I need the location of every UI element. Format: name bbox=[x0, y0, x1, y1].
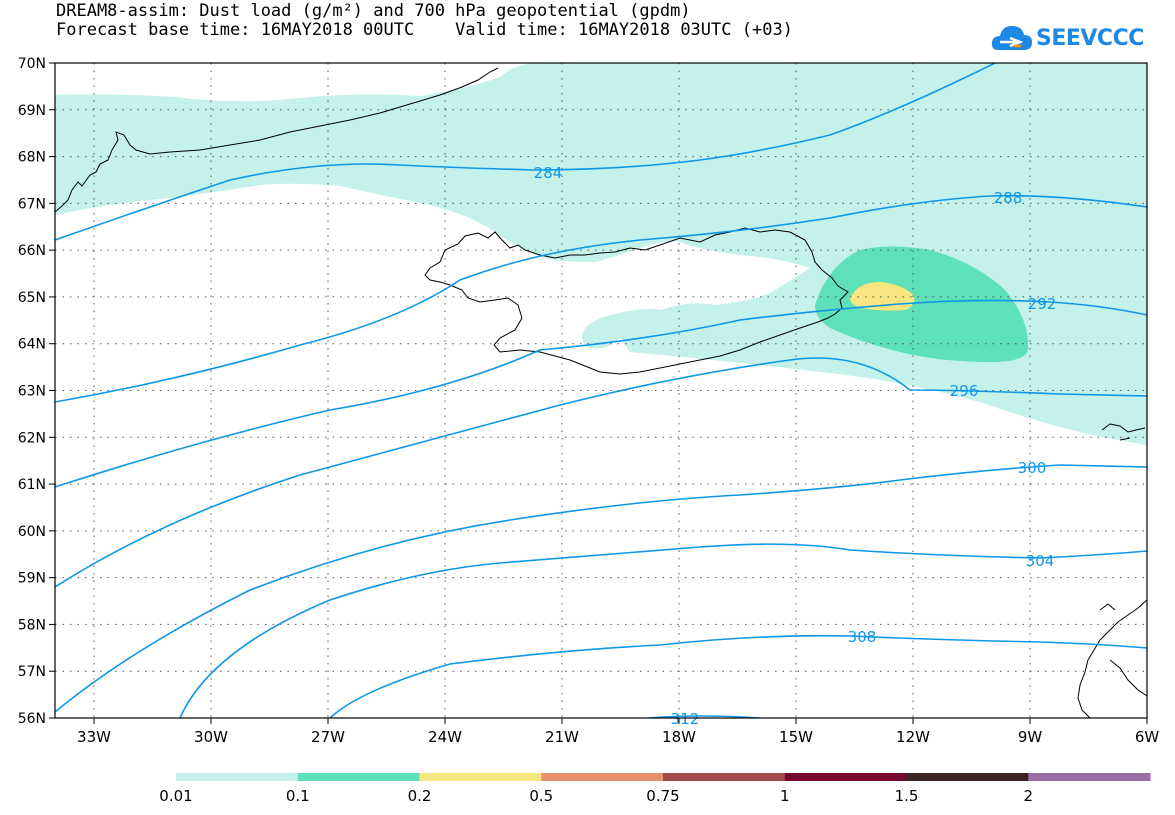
dust-shading bbox=[55, 63, 1147, 445]
lon-tick-label: 18W bbox=[662, 728, 696, 746]
colorbar: 0.01 0.1 0.2 0.5 0.75 1 1.5 2 bbox=[159, 773, 1151, 805]
colorbar-swatch bbox=[784, 773, 907, 781]
contour-label-304: 304 bbox=[1026, 552, 1055, 570]
colorbar-swatch bbox=[663, 773, 786, 781]
lat-tick-label: 57N bbox=[18, 664, 46, 680]
contour-284 bbox=[55, 63, 996, 241]
lat-tick-label: 61N bbox=[18, 477, 46, 493]
colorbar-swatch bbox=[541, 773, 664, 781]
lat-tick-label: 68N bbox=[18, 150, 46, 166]
contour-304 bbox=[179, 543, 1147, 718]
contour-300 bbox=[55, 464, 1147, 713]
colorbar-swatch bbox=[297, 773, 420, 781]
lat-tick-label: 64N bbox=[18, 337, 46, 353]
lon-tick-label: 27W bbox=[311, 728, 345, 746]
lat-tick-label: 59N bbox=[18, 571, 46, 587]
lon-tick-label: 33W bbox=[77, 728, 111, 746]
contour-labels: 284 288 292 296 300 304 308 312 bbox=[534, 164, 1057, 728]
lat-tick-label: 67N bbox=[18, 196, 46, 212]
contour-label-296: 296 bbox=[950, 382, 979, 400]
logo-text: SEEVCCC bbox=[1036, 25, 1144, 51]
colorbar-swatch bbox=[1028, 773, 1151, 781]
dust-area-light bbox=[55, 63, 1147, 445]
colorbar-label: 0.5 bbox=[529, 787, 553, 805]
lat-tick-label: 70N bbox=[18, 56, 46, 72]
coast-faroe bbox=[1101, 423, 1146, 441]
lon-tick-label: 21W bbox=[545, 728, 579, 746]
contour-288 bbox=[55, 194, 1147, 403]
lat-tick-label: 65N bbox=[18, 290, 46, 306]
colorbar-swatch bbox=[906, 773, 1029, 781]
lat-tick-label: 63N bbox=[18, 384, 46, 400]
contour-label-292: 292 bbox=[1028, 295, 1057, 313]
coast-iceland bbox=[424, 227, 849, 375]
colorbar-label: 0.01 bbox=[159, 787, 192, 805]
contour-312 bbox=[647, 715, 761, 718]
colorbar-label: 0.75 bbox=[646, 787, 679, 805]
colorbar-label: 2 bbox=[1023, 787, 1033, 805]
lon-tick-label: 24W bbox=[428, 728, 462, 746]
lon-tick-label: 12W bbox=[896, 728, 930, 746]
contour-label-288: 288 bbox=[994, 189, 1023, 207]
geopotential-contours bbox=[55, 63, 1147, 718]
lon-tick-label: 9W bbox=[1018, 728, 1043, 746]
axes: 33W 30W 27W 24W 21W 18W 15W 12W 9W 6W 70N 69N 68N 67N… bbox=[18, 56, 1160, 746]
lat-tick-label: 56N bbox=[18, 711, 46, 727]
lat-tick-label: 69N bbox=[18, 103, 46, 119]
map-title: DREAM8-assim: Dust load (g/m²) and 700 h… bbox=[56, 1, 691, 21]
colorbar-label: 0.2 bbox=[408, 787, 432, 805]
colorbar-label: 1 bbox=[780, 787, 790, 805]
contour-label-284: 284 bbox=[534, 164, 563, 182]
contour-308 bbox=[329, 634, 1147, 718]
contour-label-312: 312 bbox=[671, 710, 700, 728]
lon-tick-label: 30W bbox=[194, 728, 228, 746]
contour-label-300: 300 bbox=[1018, 459, 1047, 477]
lat-tick-label: 60N bbox=[18, 524, 46, 540]
colorbar-swatch bbox=[176, 773, 299, 781]
map-subtitle: Forecast base time: 16MAY2018 00UTC Vali… bbox=[56, 20, 793, 40]
lat-tick-label: 66N bbox=[18, 243, 46, 259]
lon-tick-label: 15W bbox=[779, 728, 813, 746]
colorbar-swatch bbox=[419, 773, 542, 781]
colorbar-label: 0.1 bbox=[286, 787, 310, 805]
lat-tick-label: 58N bbox=[18, 617, 46, 633]
coast-scotland bbox=[1077, 599, 1147, 718]
contour-label-308: 308 bbox=[848, 628, 877, 646]
contour-296 bbox=[55, 357, 1147, 588]
cloud-icon bbox=[991, 26, 1032, 50]
contour-292 bbox=[55, 299, 1147, 488]
seevccc-logo: SEEVCCC bbox=[990, 20, 1144, 56]
coast-greenland bbox=[55, 67, 499, 213]
lat-tick-label: 62N bbox=[18, 430, 46, 446]
dust-area-medium bbox=[815, 246, 1029, 362]
lon-tick-label: 6W bbox=[1135, 728, 1160, 746]
coastlines bbox=[55, 67, 1147, 718]
colorbar-label: 1.5 bbox=[895, 787, 919, 805]
